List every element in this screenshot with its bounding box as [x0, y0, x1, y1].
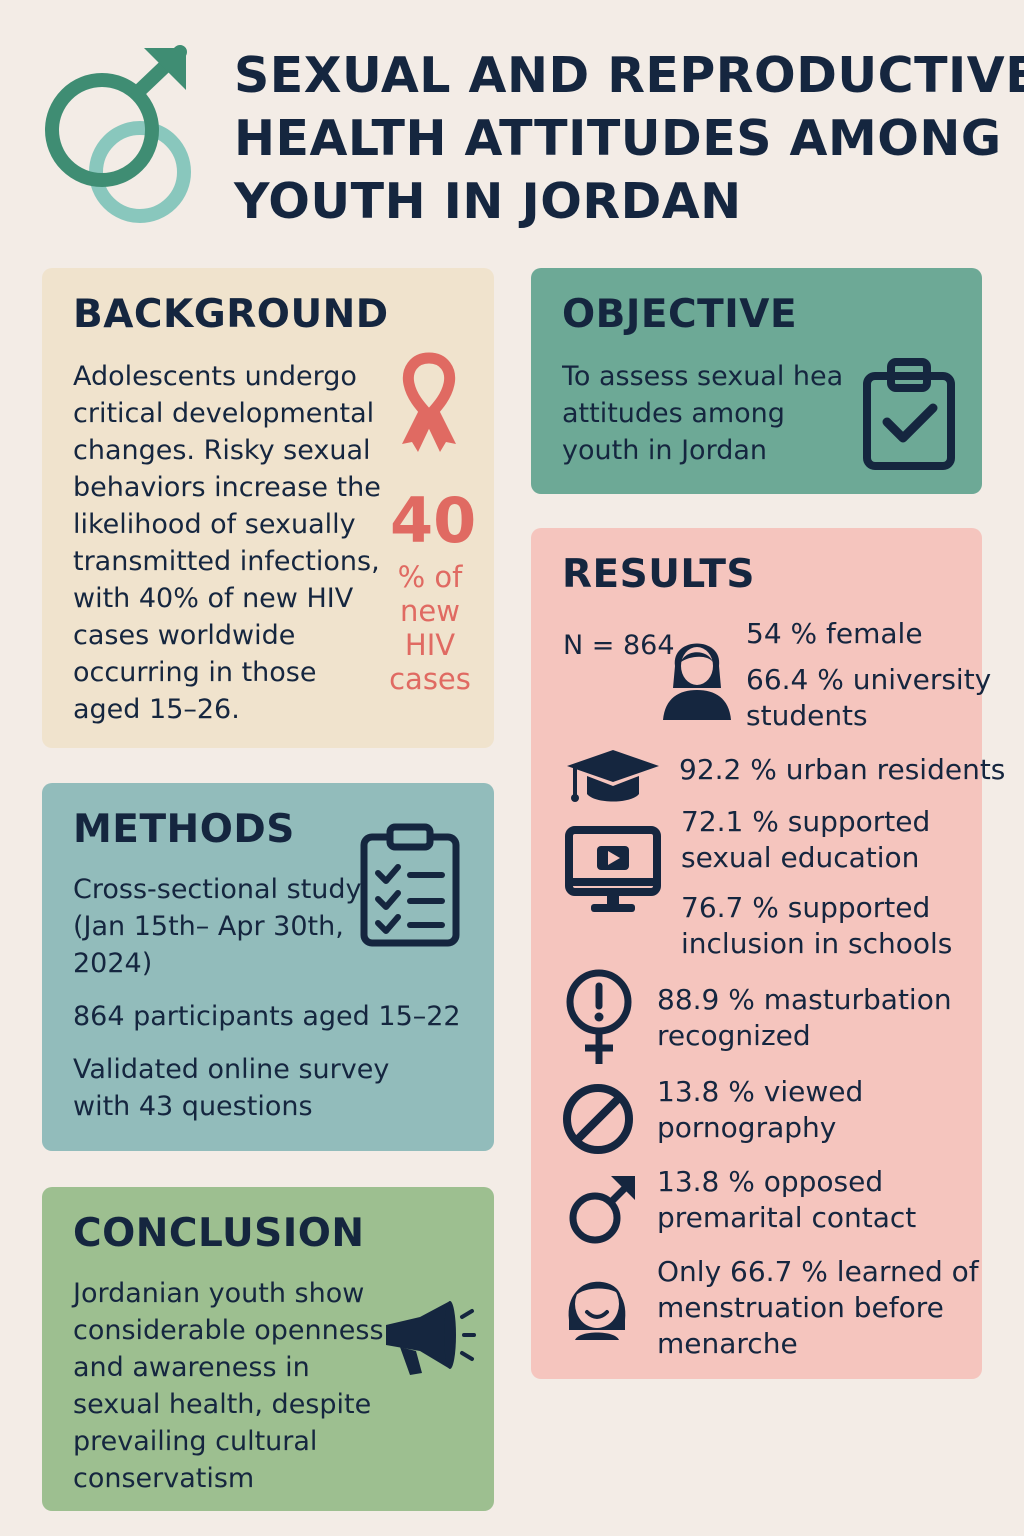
university-stat: 66.4 % university students — [746, 663, 992, 732]
methods-participants: 864 participants aged 15–22 — [73, 1001, 461, 1032]
menstruation-stat: Only 66.7 % learned of menstruation befo… — [657, 1255, 979, 1360]
methods-survey: Validated online survey with 43 question… — [73, 1054, 390, 1122]
urban-stat: 92.2 % urban residents — [679, 753, 1006, 786]
checklist-icon — [360, 823, 460, 947]
sex-ed-stat: 72.1 % supported sexual education — [681, 805, 931, 874]
page-title: SEXUAL AND REPRODUCTIVE HEALTH ATTITUDES… — [234, 47, 1024, 230]
results-heading: RESULTS — [562, 552, 756, 597]
hiv-stat-value: 40 — [390, 484, 477, 557]
results-card: RESULTS N = 864 54 % female 66.4 % unive… — [531, 528, 1005, 1379]
objective-text: To assess sexual heal attitudes among yo… — [562, 361, 844, 466]
hiv-stat-label: % of new HIV cases — [389, 560, 471, 696]
female-stat: 54 % female — [746, 617, 923, 650]
methods-heading: METHODS — [73, 807, 295, 852]
sample-size: N = 864 — [563, 630, 675, 661]
female-symbol-alert-icon — [566, 969, 632, 1064]
premarital-stat: 13.8 % opposed premarital contact — [657, 1165, 917, 1234]
conclusion-card: CONCLUSION Jordanian youth show consider… — [42, 1187, 494, 1511]
awareness-ribbon-icon — [402, 352, 456, 452]
female-person-icon — [663, 643, 731, 720]
masturbation-stat: 88.9 % masturbation recognized — [657, 983, 952, 1052]
male-symbol-icon — [569, 1176, 635, 1244]
background-text: Adolescents undergo critical development… — [73, 361, 381, 725]
methods-card: METHODS Cross-sectional study (Jan 15th–… — [42, 783, 494, 1151]
male-symbol-icon — [45, 45, 191, 223]
conclusion-text: Jordanian youth show considerable openne… — [73, 1278, 384, 1494]
pornography-stat: 13.8 % viewed pornography — [657, 1075, 864, 1144]
methods-design: Cross-sectional study (Jan 15th– Apr 30t… — [73, 874, 362, 979]
monitor-play-icon — [565, 826, 661, 912]
objective-heading: OBJECTIVE — [562, 292, 798, 337]
conclusion-heading: CONCLUSION — [73, 1211, 365, 1256]
graduation-cap-icon — [567, 750, 659, 802]
background-heading: BACKGROUND — [73, 292, 389, 337]
schools-stat: 76.7 % supported inclusion in schools — [681, 891, 953, 960]
prohibited-icon — [563, 1084, 633, 1154]
background-card: BACKGROUND Adolescents undergo critical … — [42, 268, 494, 748]
smiling-girl-icon — [568, 1280, 626, 1340]
megaphone-icon — [386, 1301, 476, 1375]
clipboard-check-icon — [863, 358, 955, 470]
objective-card: OBJECTIVE To assess sexual heal attitude… — [531, 268, 982, 494]
